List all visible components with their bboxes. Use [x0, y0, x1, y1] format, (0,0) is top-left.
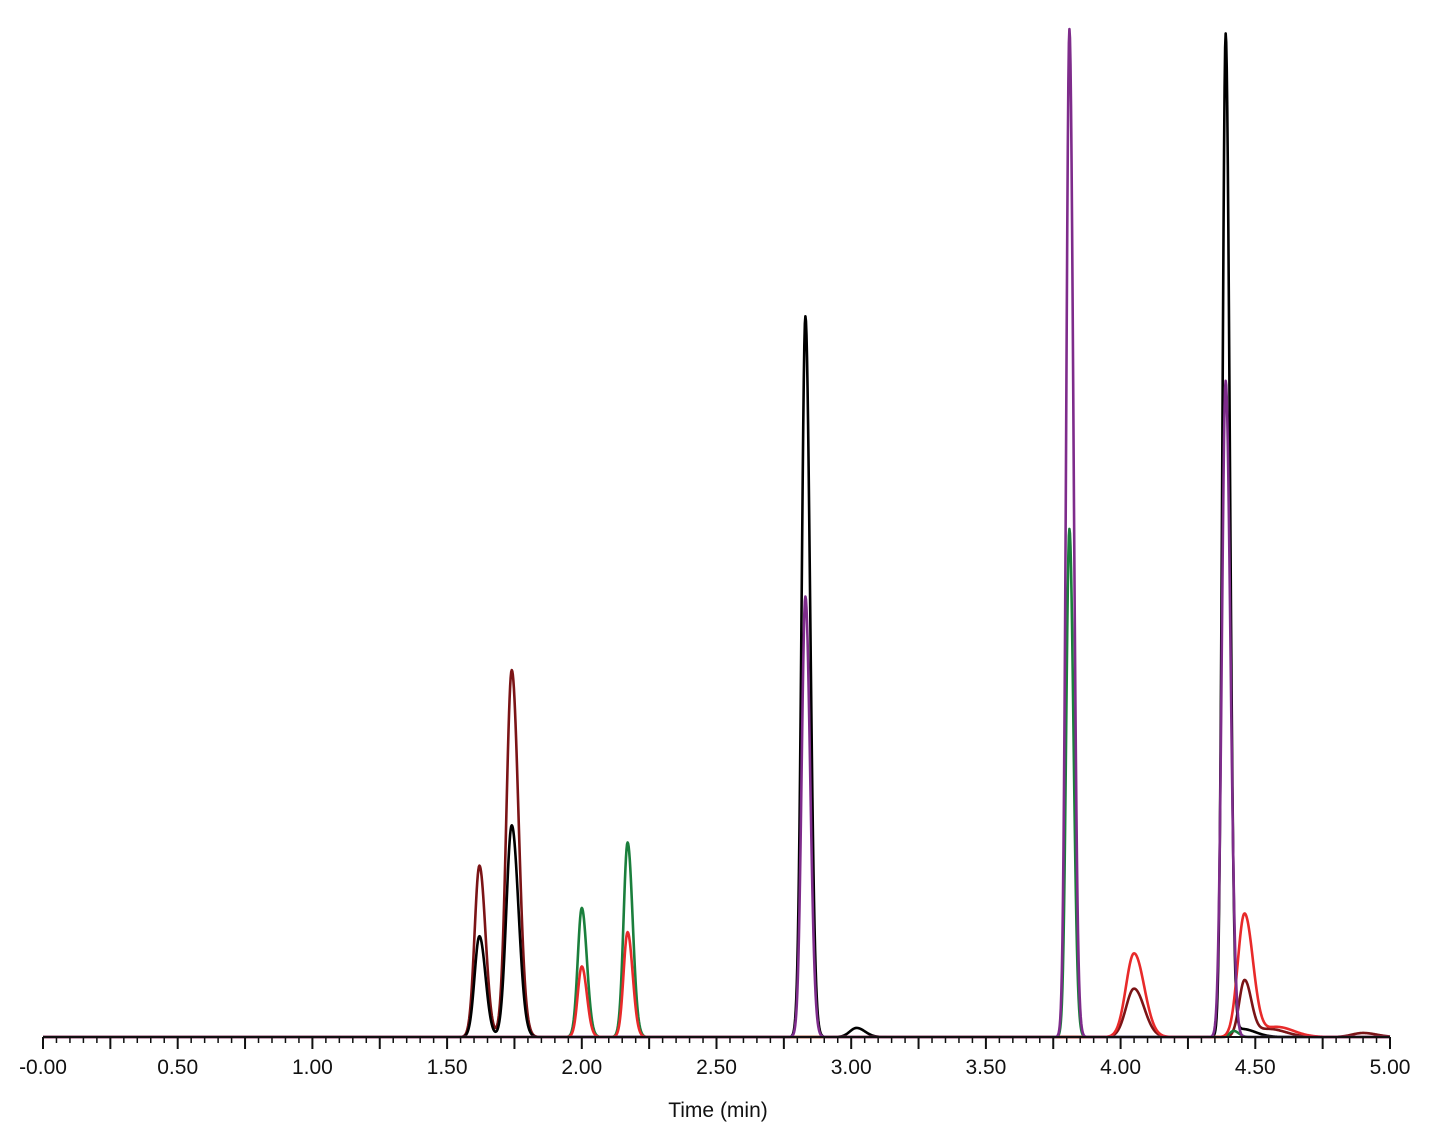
series-line-5: [42, 27, 1391, 1039]
x-tick-label: 4.00: [1100, 1056, 1141, 1079]
series-line-4: [42, 912, 1391, 1039]
series-layer: [42, 27, 1391, 1039]
x-tick-label: 0.50: [157, 1056, 198, 1079]
x-tick-label: 2.50: [696, 1056, 737, 1079]
x-tick-label: 2.00: [561, 1056, 602, 1079]
series-line-1: [42, 668, 1391, 1039]
x-tick-label: 4.50: [1235, 1056, 1276, 1079]
x-tick-label: -0.00: [19, 1056, 67, 1079]
x-tick-label: 1.00: [292, 1056, 333, 1079]
x-tick-label: 3.50: [965, 1056, 1006, 1079]
x-tick-label: 5.00: [1370, 1056, 1411, 1079]
x-axis-title: Time (min): [668, 1099, 768, 1122]
series-line-2: [42, 32, 1391, 1039]
x-tick-label: 3.00: [831, 1056, 872, 1079]
x-axis: -0.00 0.50 1.00 1.50 2.00 2.50 3.00 3.50 4.00 4.5…: [19, 1036, 1411, 1079]
x-tick-label: 1.50: [427, 1056, 468, 1079]
series-line-3: [42, 527, 1391, 1039]
